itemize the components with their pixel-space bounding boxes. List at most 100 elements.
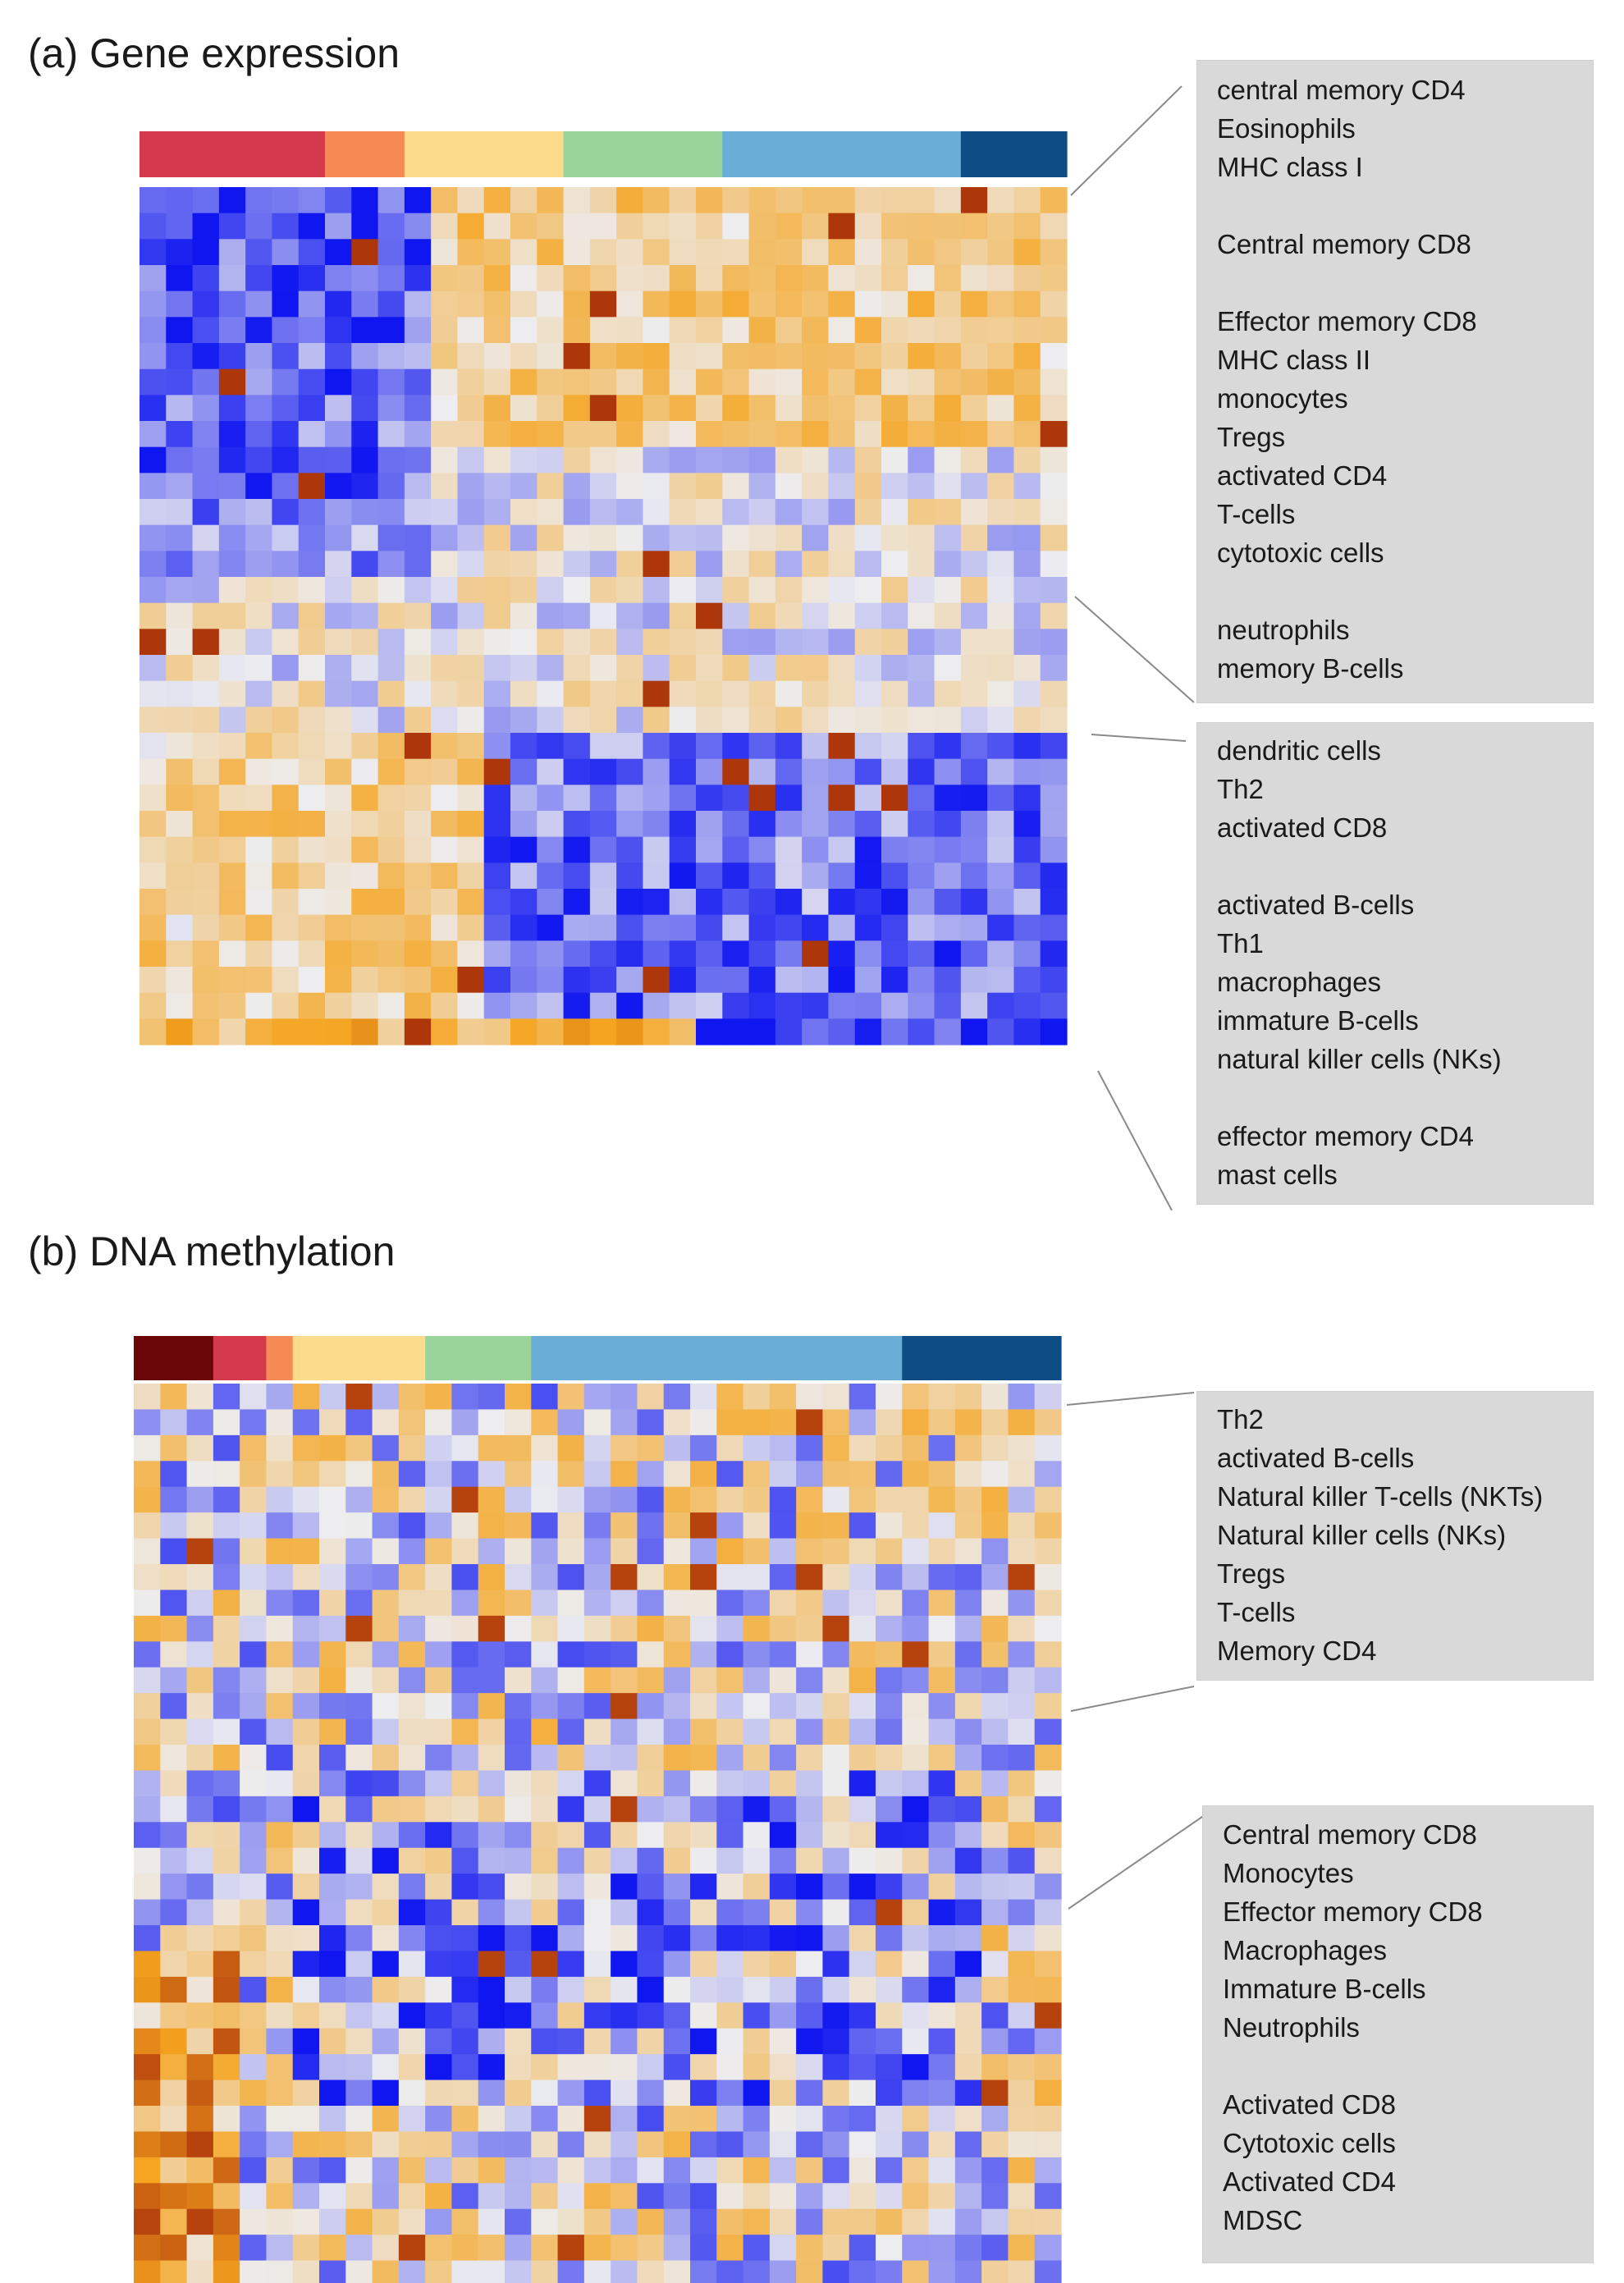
heatmap-cell <box>213 1486 240 1513</box>
heatmap-cell <box>213 1590 240 1617</box>
heatmap-cell <box>934 862 962 890</box>
heatmap-cell <box>1034 1461 1062 1488</box>
heatmap-cell <box>928 1409 956 1436</box>
heatmap-cell <box>398 1512 426 1540</box>
heatmap-cell <box>643 577 670 604</box>
heatmap-cell <box>1008 1590 1036 1617</box>
heatmap-cell <box>849 1874 876 1901</box>
heatmap-cell <box>743 2208 771 2235</box>
heatmap-cell <box>457 1018 485 1045</box>
heatmap-cell <box>934 577 962 604</box>
heatmap-cell <box>372 2235 400 2262</box>
heatmap-cell <box>1013 368 1041 396</box>
heatmap-cell <box>240 2183 268 2210</box>
heatmap-cell <box>377 680 405 707</box>
heatmap-cell <box>637 1951 665 1978</box>
heatmap-cell <box>537 862 565 890</box>
heatmap-cell <box>218 992 246 1019</box>
heatmap-cell <box>245 655 273 682</box>
heatmap-cell <box>822 1461 850 1488</box>
heatmap-cell <box>822 1951 850 1978</box>
heatmap-cell <box>663 1796 691 1823</box>
heatmap-cell <box>266 1693 294 1720</box>
heatmap-cell <box>828 862 856 890</box>
heatmap-cell <box>934 368 962 396</box>
heatmap-cell <box>849 1667 876 1694</box>
heatmap-cell <box>643 239 670 266</box>
heatmap-cell <box>616 914 644 941</box>
cell-type-label: cytotoxic cells <box>1217 538 1384 568</box>
heatmap-cell <box>1034 1693 1062 1720</box>
heatmap-cell <box>637 1615 665 1642</box>
heatmap-cell <box>398 1667 426 1694</box>
heatmap-cell <box>245 1018 273 1045</box>
heatmap-cell <box>531 2235 559 2262</box>
heatmap-cell <box>643 551 670 578</box>
heatmap-cell <box>319 2079 346 2107</box>
heatmap-cell <box>557 1770 585 1797</box>
heatmap-cell <box>192 811 220 838</box>
heatmap-cell <box>981 1538 1009 1565</box>
heatmap-cell <box>563 524 591 551</box>
heatmap-cell <box>325 551 352 578</box>
heatmap-cell <box>981 1925 1009 1952</box>
heatmap-cell <box>881 733 908 760</box>
heatmap-cell <box>643 473 670 500</box>
heatmap-cell <box>663 1615 691 1642</box>
heatmap-cell <box>616 213 644 240</box>
heatmap-cell <box>802 992 830 1019</box>
heatmap-cell <box>372 1434 400 1462</box>
heatmap-cell <box>431 629 459 656</box>
heatmap-cell <box>960 577 988 604</box>
heatmap-cell <box>1013 265 1041 292</box>
heatmap-cell <box>616 524 644 551</box>
heatmap-cell <box>345 1641 373 1668</box>
heatmap-cell <box>325 187 352 214</box>
heatmap-cell <box>583 1590 611 1617</box>
heatmap-cell <box>637 1822 665 1849</box>
heatmap-cell <box>319 1847 346 1874</box>
heatmap-cell <box>351 368 379 396</box>
heatmap-cell <box>537 343 565 370</box>
heatmap-cell <box>298 473 326 500</box>
heatmap-cell <box>876 1874 903 1901</box>
heatmap-cell <box>160 1796 188 1823</box>
heatmap-cell <box>425 2131 453 2158</box>
heatmap-cell <box>537 733 565 760</box>
heatmap-cell <box>722 421 750 448</box>
heatmap-cell <box>245 524 273 551</box>
heatmap-cell <box>1013 992 1041 1019</box>
heatmap-cell <box>902 1718 930 1745</box>
heatmap-cell <box>186 1590 214 1617</box>
heatmap-cell <box>160 1667 188 1694</box>
heatmap-cell <box>987 655 1015 682</box>
heatmap-cell <box>987 187 1015 214</box>
heatmap-cell <box>272 785 300 812</box>
heatmap-cell <box>213 1615 240 1642</box>
heatmap-cell <box>1008 2131 1036 2158</box>
heatmap-cell <box>796 1641 824 1668</box>
heatmap-cell <box>431 317 459 344</box>
heatmap-cell <box>960 811 988 838</box>
heatmap-cell <box>510 187 538 214</box>
heatmap-cell <box>748 239 776 266</box>
heatmap-cell <box>716 1461 744 1488</box>
heatmap-cell <box>166 524 194 551</box>
heatmap-cell <box>186 2106 214 2133</box>
heatmap-cell <box>319 1409 346 1436</box>
heatmap-cell <box>611 1925 638 1952</box>
heatmap-cell <box>849 2002 876 2029</box>
heatmap-cell <box>298 629 326 656</box>
heatmap-cell <box>483 499 511 526</box>
heatmap-cell <box>643 368 670 396</box>
heatmap-cell <box>563 368 591 396</box>
heatmap-cell <box>563 551 591 578</box>
heatmap-cell <box>954 2054 982 2081</box>
heatmap-cell <box>510 265 538 292</box>
heatmap-cell <box>954 1822 982 1849</box>
heatmap-cell <box>908 602 936 629</box>
heatmap-cell <box>140 602 167 629</box>
heatmap-cell <box>398 1615 426 1642</box>
column-group-light-blue <box>531 1336 903 1380</box>
heatmap-cell <box>954 2208 982 2235</box>
